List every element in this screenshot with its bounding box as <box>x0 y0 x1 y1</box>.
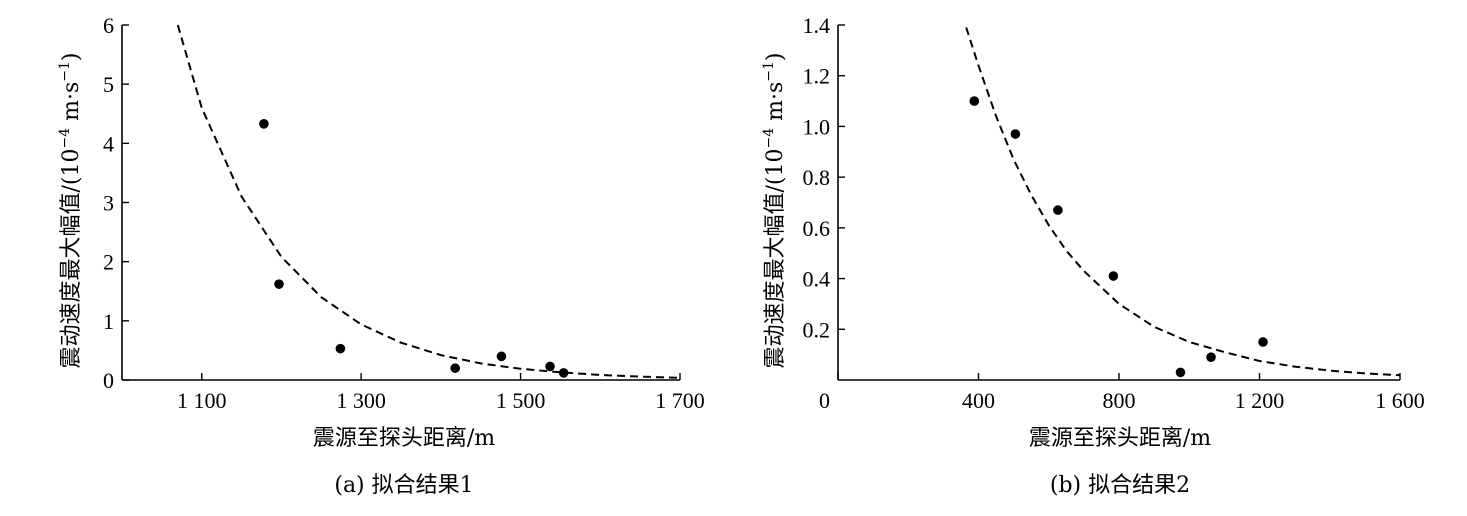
chart-0-y-label-part: ) <box>59 52 84 61</box>
chart-0-y-label-part: −4 <box>57 128 73 149</box>
chart-1-x-axis-label: 震源至探头距离/m <box>1029 426 1211 451</box>
chart-0-x-tick-label: 1 700 <box>655 388 705 413</box>
chart-1-caption: (b) 拟合结果2 <box>1050 473 1190 498</box>
chart-0-data-point <box>450 363 461 373</box>
chart-0-y-label-part: 震动速度最大幅值/(10 <box>59 149 84 369</box>
chart-1-x-tick-label: 800 <box>1103 388 1136 413</box>
chart-1-y-axis-label: 震动速度最大幅值/(10−4 m·s−1) <box>761 52 788 368</box>
chart-1-data-point <box>1206 352 1216 362</box>
chart-0-y-tick-label: 4 <box>103 131 114 156</box>
chart-0-x-axis-label: 震源至探头距离/m <box>313 426 495 451</box>
chart-0-x-tick-label: 1 300 <box>336 388 386 413</box>
chart-0-x-tick-label: 1 100 <box>177 388 227 413</box>
chart-1-y-tick-label: 1.2 <box>803 64 831 89</box>
panel-b-fit-result-2: 0.2 0.4 0.6 0.8 1.0 1.2 1.4 0 400 800 1 200 1 600 震源… <box>761 13 1425 498</box>
chart-1-y-tick-label: 0.2 <box>803 317 831 342</box>
chart-0-data-point <box>496 351 507 362</box>
chart-1-y-label-part: ) <box>763 52 788 61</box>
chart-0-y-label-part: −1 <box>57 61 73 82</box>
chart-0-y-tick-label: 6 <box>103 13 114 38</box>
chart-0-y-tick-label: 0 <box>103 368 114 393</box>
chart-1-y-tick-label: 1.4 <box>803 13 831 38</box>
panel-a-fit-result-1: 0 1 2 3 4 5 6 1 100 1 300 1 500 1 700 震源至探头距离/m 震动速度… <box>57 13 705 498</box>
chart-0-data-point <box>558 368 569 378</box>
chart-1-x-tick-label: 1 600 <box>1375 388 1425 413</box>
chart-1-data-point <box>1010 129 1021 139</box>
chart-1-x-tick-label: 0 <box>819 388 830 413</box>
chart-1-y-label-part: 震动速度最大幅值/(10 <box>763 149 788 369</box>
chart-1-data-point <box>1258 337 1268 347</box>
chart-0-y-tick-label: 5 <box>103 72 114 97</box>
chart-0-caption: (a) 拟合结果1 <box>334 473 473 498</box>
chart-1-y-tick-label: 0.6 <box>803 216 831 241</box>
chart-1-data-point <box>1053 205 1063 215</box>
chart-0-data-point <box>259 119 269 129</box>
chart-1-y-label-part: m·s <box>763 82 788 128</box>
chart-1-x-tick-label: 1 200 <box>1235 388 1285 413</box>
chart-1-y-tick-label: 1.0 <box>803 114 831 139</box>
chart-1-y-tick-label: 0.4 <box>803 267 831 292</box>
chart-0-data-point <box>274 279 284 289</box>
chart-1-data-point <box>969 96 980 106</box>
chart-0-data-point <box>545 361 555 372</box>
chart-0-x-tick-label: 1 500 <box>496 388 546 413</box>
chart-1-data-point <box>1175 367 1186 378</box>
chart-0-y-axis-label: 震动速度最大幅值/(10−4 m·s−1) <box>57 52 84 368</box>
chart-0-fit-curve <box>176 24 681 379</box>
chart-0-y-tick-label: 1 <box>103 309 114 334</box>
chart-1-x-tick-label: 400 <box>962 388 995 413</box>
chart-1-data-point <box>1108 271 1119 281</box>
chart-0-y-tick-label: 3 <box>103 191 114 216</box>
chart-0-y-tick-label: 2 <box>103 250 114 275</box>
chart-0-data-point <box>335 343 346 354</box>
chart-1-y-label-part: −4 <box>761 128 777 149</box>
chart-1-fit-curve <box>965 27 1401 377</box>
chart-1-y-tick-label: 0.8 <box>803 165 831 190</box>
chart-0-y-label-part: m·s <box>59 82 84 128</box>
chart-1-y-label-part: −1 <box>761 61 777 82</box>
